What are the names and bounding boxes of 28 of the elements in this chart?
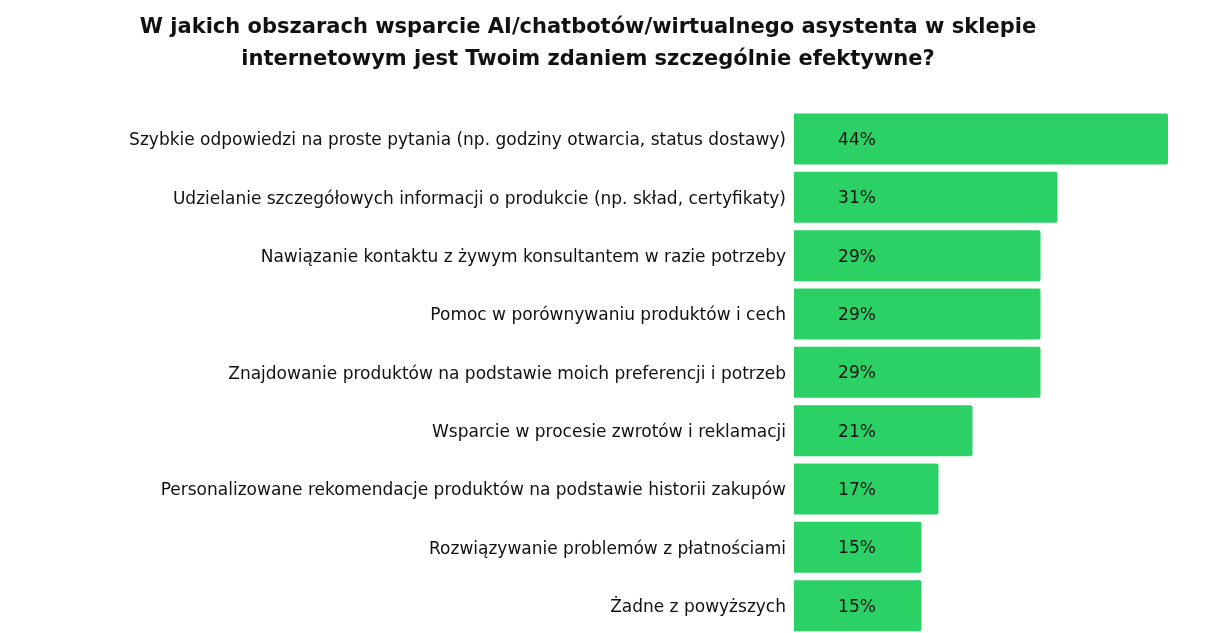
y-tick-label: Nawiązanie kontaktu z żywym konsultantem w razie potrzeby — [260, 245, 786, 266]
y-tick-label: Znajdowanie produktów na podstawie moich preferencji i potrzeb — [228, 362, 786, 383]
data-label: 29% — [838, 245, 876, 266]
data-label: 31% — [838, 187, 876, 208]
data-label: 15% — [838, 595, 876, 616]
y-tick-label: Szybkie odpowiedzi na proste pytania (np. godziny otwarcia, status dostawy) — [129, 129, 786, 150]
data-label: 15% — [838, 537, 876, 558]
bar — [794, 463, 939, 515]
data-label: 29% — [838, 362, 876, 383]
bar — [794, 521, 922, 573]
text: W jakich obszarach wsparcie AI/chatbotów/wirtualnego asystenta w sklepie internetowym jest Twoim zdaniem szczególnie efektywne? — [138, 13, 1038, 72]
y-tick-label: Pomoc w porównywaniu produktów i cech — [430, 304, 786, 325]
y-tick-label: Udzielanie szczegółowych informacji o produkcie (np. skład, certyﬁkaty) — [172, 187, 786, 208]
bar — [794, 113, 1168, 165]
bar — [794, 405, 973, 457]
y-tick-label: Żadne z powyższych — [610, 595, 786, 616]
y-tick-label: Personalizowane rekomendacje produktów na podstawie historii zakupów — [160, 479, 787, 500]
y-tick-label: Wsparcie w procesie zwrotów i reklamacji — [432, 420, 786, 441]
data-label: 44% — [838, 128, 876, 149]
data-label: 29% — [838, 303, 876, 324]
bar — [794, 346, 1041, 398]
bar — [794, 171, 1058, 223]
bar — [794, 230, 1041, 282]
bar — [794, 288, 1041, 340]
data-label: 17% — [838, 478, 876, 499]
data-label: 21% — [838, 420, 876, 441]
bar — [794, 580, 922, 632]
y-tick-label: Rozwiązywanie problemów z płatnościami — [429, 537, 786, 558]
